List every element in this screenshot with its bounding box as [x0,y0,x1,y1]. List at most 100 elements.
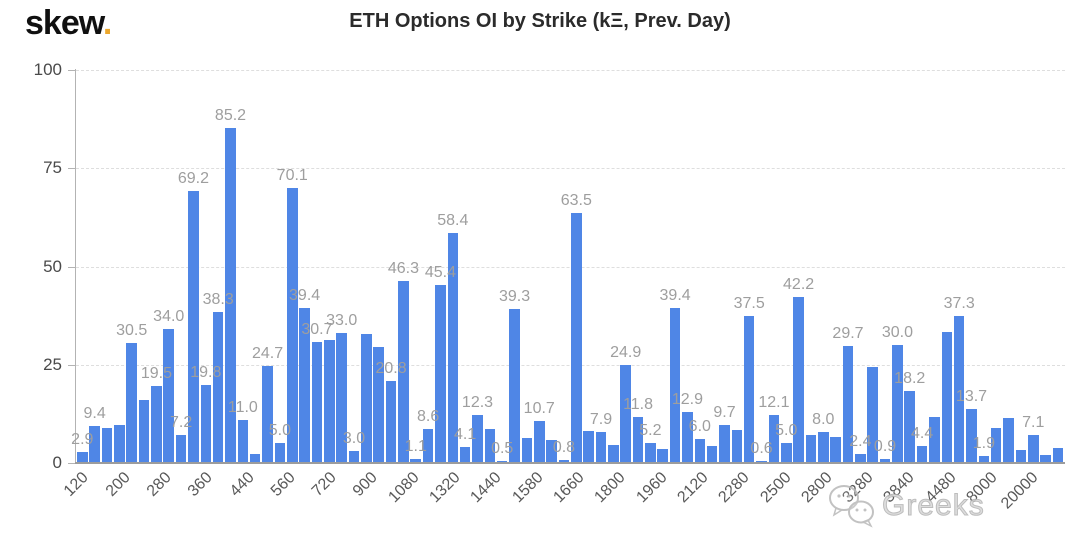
y-tick-mark [68,168,76,170]
bar[interactable] [706,445,718,463]
bar[interactable] [879,459,891,463]
bar[interactable] [583,431,594,463]
bar[interactable] [175,434,187,463]
bar[interactable] [126,343,137,463]
bar[interactable] [484,428,496,463]
x-tick-label: 280 [143,469,175,500]
bar[interactable] [398,281,409,463]
bar[interactable] [719,424,730,463]
bar[interactable] [385,381,397,463]
bar[interactable] [114,424,125,463]
x-tick-label: 200 [102,469,134,500]
x-tick-label: 1320 [426,469,464,507]
bar[interactable] [756,460,767,463]
bar[interactable] [595,431,607,463]
bar[interactable] [163,329,175,463]
bar[interactable] [546,439,557,463]
bar[interactable] [1015,450,1027,463]
bar-value-label: 5.0 [775,422,798,440]
bar[interactable] [151,386,162,463]
bar[interactable] [558,459,570,463]
bar[interactable] [1003,418,1014,463]
bar[interactable] [904,391,916,463]
bar[interactable] [286,187,298,463]
bar[interactable] [1027,435,1039,463]
bar[interactable] [620,365,631,463]
y-tick-label: 25 [43,354,62,374]
bar[interactable] [262,365,273,463]
bar[interactable] [966,409,977,463]
bar[interactable] [188,191,199,463]
bar-value-label: 8.6 [416,408,440,426]
bar-value-label: 30.0 [881,324,913,342]
bar[interactable] [361,334,372,463]
bar[interactable] [336,333,347,463]
bar[interactable] [249,454,261,463]
bar-value-label: 24.7 [251,344,284,362]
bar[interactable] [447,233,459,463]
bar[interactable] [953,316,965,463]
bar[interactable] [1052,447,1064,463]
y-grid-line [76,168,1065,170]
bar[interactable] [101,428,113,463]
x-tick-label: 1580 [509,469,547,507]
bar[interactable] [237,419,249,463]
bar[interactable] [324,340,335,463]
bar[interactable] [472,414,483,463]
bar[interactable] [990,428,1002,463]
bar[interactable] [941,332,953,463]
bar[interactable] [669,308,681,463]
bar[interactable] [509,308,520,463]
bar[interactable] [929,416,940,463]
bar-value-label: 7.2 [169,413,193,431]
bar[interactable] [348,451,360,463]
logo-text: skew [25,4,104,42]
bar[interactable] [212,312,224,463]
bar[interactable] [311,342,323,463]
bar[interactable] [780,443,792,463]
bar[interactable] [373,346,384,463]
bar[interactable] [410,458,422,463]
bar-value-label: 19.8 [190,364,222,382]
bar[interactable] [768,415,780,463]
bar[interactable] [225,128,236,463]
x-tick-label: 2120 [674,469,712,507]
bar[interactable] [916,445,928,463]
bar[interactable] [435,284,446,463]
bar[interactable] [459,446,471,463]
bar[interactable] [731,429,743,463]
bar[interactable] [830,437,841,463]
bar[interactable] [77,451,88,463]
bar[interactable] [632,416,644,463]
bar[interactable] [200,385,212,463]
bar[interactable] [521,438,533,463]
bar[interactable] [892,345,903,463]
bar-value-label: 3.0 [342,430,366,448]
bar[interactable] [657,449,669,463]
bar[interactable] [743,315,755,463]
bar[interactable] [682,412,693,463]
bar[interactable] [274,443,286,463]
bar[interactable] [694,439,706,463]
bar-value-label: 5.2 [639,421,662,439]
bar[interactable] [842,346,854,463]
y-tick-label: 50 [43,256,62,276]
bar[interactable] [978,455,990,463]
bar[interactable] [608,445,619,463]
bar[interactable] [867,366,878,463]
bar[interactable] [533,420,545,463]
y-tick-mark [68,266,76,268]
bar[interactable] [422,429,434,463]
bar-value-label: 13.7 [955,388,988,406]
bar[interactable] [818,431,829,463]
bar[interactable] [571,213,582,463]
bar[interactable] [138,400,150,463]
bar[interactable] [855,453,866,463]
bar[interactable] [299,308,310,463]
bar[interactable] [793,297,804,463]
bar[interactable] [645,442,656,463]
bar[interactable] [89,426,100,463]
bar[interactable] [1040,455,1051,463]
y-tick-label: 100 [33,60,62,79]
bar[interactable] [805,435,817,463]
